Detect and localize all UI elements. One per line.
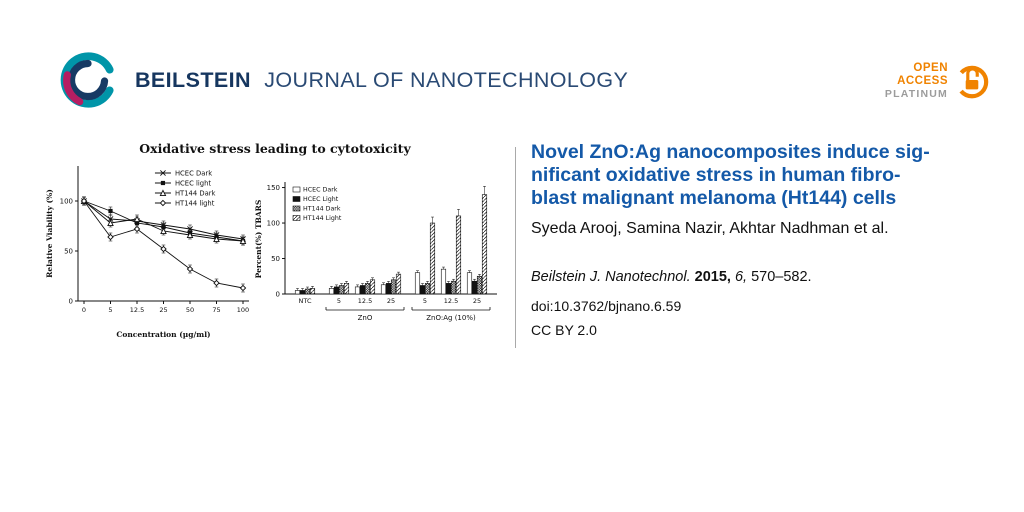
vertical-divider	[515, 147, 516, 348]
svg-text:0: 0	[276, 290, 280, 298]
open-access-line2: ACCESS	[897, 75, 948, 87]
article-license: CC BY 2.0	[531, 322, 597, 338]
open-access-badge: OPEN ACCESS PLATINUM	[885, 60, 990, 102]
svg-text:5: 5	[423, 297, 427, 305]
tbars-bar-chart: 0 50 100 150 Percent(%) TBARS NTC 5 12.5 25 5 12.5…	[254, 182, 497, 322]
svg-text:12.5: 12.5	[358, 297, 372, 305]
svg-text:25: 25	[159, 306, 167, 314]
article-title: Novel ZnO:Ag nanocomposites induce sig- …	[531, 141, 991, 210]
svg-text:HCEC Light: HCEC Light	[303, 196, 339, 203]
citation-pages: 570–582.	[751, 269, 812, 285]
svg-text:150: 150	[267, 184, 280, 192]
article-title-line2: nificant oxidative stress in human fibro…	[531, 164, 901, 186]
open-access-line3: PLATINUM	[884, 88, 948, 100]
svg-text:50: 50	[271, 255, 280, 263]
journal-brand: BEILSTEIN JOURNAL OF NANOTECHNOLOGY	[57, 48, 628, 112]
svg-text:ZnO: ZnO	[358, 314, 373, 322]
article-title-line1: Novel ZnO:Ag nanocomposites induce sig-	[531, 141, 930, 163]
citation-journal: Beilstein J. Nanotechnol.	[531, 269, 691, 285]
open-access-lock-icon	[955, 65, 989, 99]
open-access-text: OPEN ACCESS PLATINUM	[885, 60, 948, 101]
article-info: Novel ZnO:Ag nanocomposites induce sig- …	[531, 141, 991, 338]
svg-text:12.5: 12.5	[130, 306, 144, 314]
brand-rest: JOURNAL OF NANOTECHNOLOGY	[264, 67, 629, 92]
citation-volume: 6,	[734, 269, 748, 285]
open-access-line1: OPEN	[913, 62, 948, 74]
svg-text:100: 100	[237, 306, 249, 314]
svg-text:0: 0	[82, 306, 86, 314]
article-doi: doi:10.3762/bjnano.6.59	[531, 298, 682, 314]
svg-text:5: 5	[337, 297, 341, 305]
svg-text:Percent(%) TBARS: Percent(%) TBARS	[254, 200, 263, 279]
svg-text:HT144 light: HT144 light	[175, 199, 215, 207]
svg-text:HT144 Light: HT144 Light	[303, 215, 342, 222]
svg-text:100: 100	[60, 197, 73, 205]
article-citation: Beilstein J. Nanotechnol. 2015, 6, 570–5…	[531, 269, 991, 285]
beilstein-logo-icon	[60, 52, 114, 108]
svg-text:HCEC Dark: HCEC Dark	[303, 187, 338, 194]
svg-text:25: 25	[387, 297, 395, 305]
svg-text:50: 50	[64, 247, 73, 255]
article-title-line3: blast malignant melanoma (Ht144) cells	[531, 187, 897, 209]
svg-text:100: 100	[267, 219, 280, 227]
svg-text:Concentration (µg/ml): Concentration (µg/ml)	[116, 330, 210, 339]
svg-text:5: 5	[108, 306, 112, 314]
figure-title: Oxidative stress leading to cytotoxicity	[139, 141, 411, 156]
article-authors: Syeda Arooj, Samina Nazir, Akhtar Nadhma…	[531, 220, 889, 237]
svg-text:ZnO:Ag (10%): ZnO:Ag (10%)	[426, 314, 476, 322]
svg-text:25: 25	[473, 297, 481, 305]
svg-text:50: 50	[186, 306, 194, 314]
svg-text:HCEC light: HCEC light	[175, 179, 211, 187]
svg-text:12.5: 12.5	[444, 297, 458, 305]
brand-bold: BEILSTEIN	[135, 67, 251, 92]
svg-text:Relative Viability (%): Relative Viability (%)	[45, 189, 54, 278]
svg-text:75: 75	[212, 306, 220, 314]
viability-line-chart: 0 50 100 0 5 12.5 25 50 75 100 Concentration (µg/m…	[45, 166, 249, 339]
svg-text:HT144 Dark: HT144 Dark	[303, 206, 341, 213]
svg-text:0: 0	[69, 297, 73, 305]
svg-text:HCEC Dark: HCEC Dark	[175, 169, 212, 177]
svg-text:NTC: NTC	[299, 297, 312, 305]
journal-name: BEILSTEIN JOURNAL OF NANOTECHNOLOGY	[135, 68, 628, 93]
citation-year: 2015,	[694, 269, 731, 285]
svg-text:HT144 Dark: HT144 Dark	[175, 189, 216, 197]
